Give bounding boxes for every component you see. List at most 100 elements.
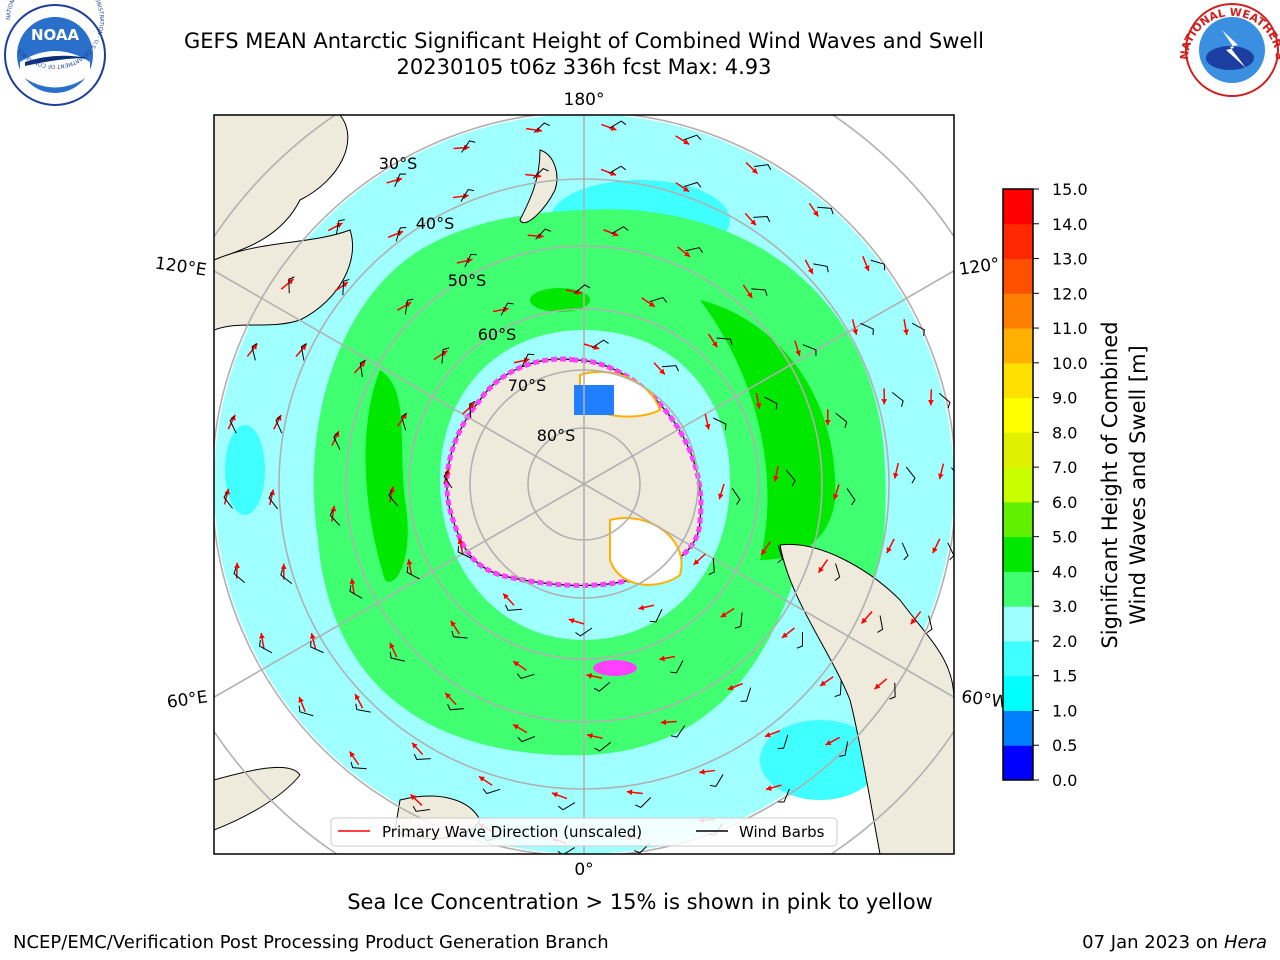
- colorbar-tick-label: 0.5: [1052, 736, 1077, 755]
- wave-arrow-head: [893, 472, 899, 479]
- wave-arrow-head: [833, 493, 839, 500]
- wind-barb: [504, 604, 523, 611]
- sea-ice-patch-south: [593, 660, 637, 676]
- wave-arrow-head: [683, 139, 690, 145]
- wind-barb: [333, 432, 341, 450]
- wind-barb: [447, 704, 465, 711]
- colorbar-bin: [1003, 293, 1033, 329]
- wave-arrow-head: [684, 251, 691, 257]
- wind-barb: [359, 359, 366, 378]
- wave-arrow-head: [450, 620, 457, 627]
- wind-barb: [709, 774, 724, 787]
- wave-arrow-head: [551, 792, 558, 798]
- colorbar-tick-label: 14.0: [1052, 215, 1088, 234]
- wind-barb: [777, 734, 789, 750]
- colorbar-tick-label: 13.0: [1052, 250, 1088, 269]
- colorbar-bin: [1003, 397, 1033, 433]
- colorbar-frame: [1002, 188, 1034, 781]
- wave-arrow-head: [812, 210, 819, 217]
- footer-credit: NCEP/EMC/Verification Post Processing Pr…: [13, 932, 609, 953]
- wave-arrow-head: [693, 559, 700, 565]
- land-australia: [214, 229, 354, 331]
- wave-arrow-head: [765, 785, 772, 791]
- wave-arrow-head: [704, 423, 711, 430]
- wind-barb: [535, 228, 551, 240]
- wind-barb: [846, 488, 856, 506]
- wind-barb: [802, 344, 817, 356]
- wave-arrow-head: [903, 329, 909, 335]
- wind-barb: [329, 509, 341, 526]
- colorbar-bin: [1003, 328, 1033, 364]
- wave-arrow-head: [310, 633, 316, 639]
- lon-label-top: 180°: [564, 90, 605, 110]
- wind-barb: [634, 842, 651, 854]
- wind-barb: [751, 288, 768, 296]
- wind-barb: [349, 585, 363, 599]
- colorbar-label: Significant Height of Combined Wind Wave…: [1098, 321, 1150, 648]
- lon-label-lower-right: 60°W: [960, 687, 1009, 713]
- wind-barb: [517, 736, 536, 743]
- wave-field-4-5m-west: [365, 370, 408, 582]
- colorbar-tick-label: 7.0: [1052, 458, 1077, 477]
- land-new-zealand: [519, 149, 558, 223]
- wave-arrow-head: [610, 170, 617, 176]
- wave-arrow-head: [298, 696, 304, 703]
- colorbar-bin: [1003, 675, 1033, 711]
- wind-barb: [926, 615, 933, 634]
- wind-barb: [573, 284, 591, 295]
- wave-arrow-head: [746, 292, 753, 299]
- wind-barb: [683, 181, 702, 188]
- colorbar-bin: [1003, 501, 1033, 538]
- lat-label-60s: 60°S: [478, 325, 517, 344]
- lon-label-upper-left: 120°E: [154, 254, 208, 281]
- wind-barb: [670, 660, 684, 674]
- nws-ring-text: NATIONAL WEATHER SERVICE: [0, 0, 1280, 61]
- wave-arrow-head: [251, 343, 258, 350]
- nws-logo: NATIONAL WEATHER SERVICE: [0, 0, 1280, 97]
- wave-arrow-head: [626, 789, 633, 796]
- wind-barb: [901, 542, 909, 561]
- colorbar-label-line1: Significant Height of Combined: [1098, 321, 1122, 648]
- wind-barb: [395, 226, 407, 242]
- wind-barb: [288, 276, 295, 294]
- wave-arrow-head: [711, 341, 718, 348]
- wind-barb: [412, 805, 431, 812]
- wave-arrow-head: [234, 562, 240, 569]
- wind-barbs: [223, 120, 954, 854]
- wave-arrow-head: [928, 399, 934, 406]
- wind-barb: [753, 164, 772, 171]
- wind-barb: [342, 278, 350, 296]
- map-content: [214, 115, 954, 854]
- wave-arrow-head: [720, 611, 727, 618]
- wave-arrow-head: [881, 399, 888, 405]
- wind-barb: [457, 545, 471, 559]
- wind-barb: [229, 415, 237, 434]
- colorbar-tick-label: 15.0: [1052, 180, 1088, 199]
- lat-label-30s: 30°S: [379, 154, 418, 173]
- wind-barb: [778, 788, 790, 803]
- wave-arrow-head: [781, 632, 788, 638]
- wind-barb: [839, 741, 849, 757]
- wave-arrow-head: [457, 538, 464, 545]
- wave-arrow-head: [406, 559, 413, 565]
- wind-barb: [268, 492, 279, 510]
- wave-arrow-head: [864, 265, 870, 272]
- wind-barb: [649, 296, 668, 303]
- wind-barb: [740, 687, 752, 702]
- colorbar-label-line2: Wind Waves and Swell [m]: [1126, 345, 1150, 625]
- wind-barb: [460, 189, 475, 202]
- wave-arrow-head: [280, 563, 287, 569]
- wave-arrow-head: [638, 604, 645, 611]
- colorbar-bin: [1003, 606, 1033, 642]
- wave-arrow-head: [568, 618, 575, 624]
- wave-arrow-head: [824, 419, 831, 426]
- wave-arrow-head: [445, 692, 451, 699]
- wind-barb: [451, 630, 468, 639]
- wind-barb: [813, 263, 829, 273]
- colorbar-tick-label: 1.5: [1052, 667, 1077, 686]
- map-frame: [213, 114, 955, 855]
- wind-barb: [661, 365, 680, 372]
- wave-arrow-head: [683, 186, 690, 192]
- wind-barb: [593, 681, 611, 692]
